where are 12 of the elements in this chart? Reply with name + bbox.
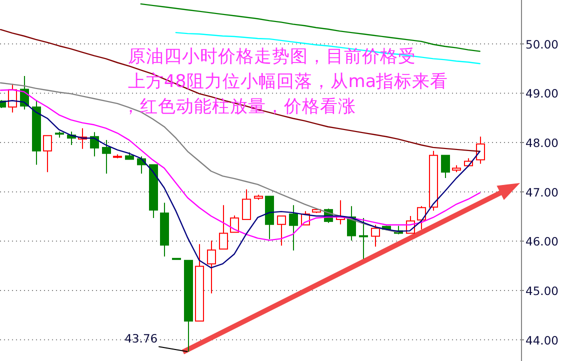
y-tick-label: 50.00 <box>526 37 558 52</box>
candlestick <box>207 240 216 294</box>
y-tick-label: 49.00 <box>526 86 558 101</box>
annotation: 43.76 <box>124 332 158 346</box>
y-tick-label: 47.00 <box>526 185 558 200</box>
y-tick-label: 48.00 <box>526 136 558 150</box>
y-tick-label: 46.00 <box>526 234 558 249</box>
candlestick <box>160 202 169 257</box>
y-tick-label: 45.00 <box>526 284 558 298</box>
candlestick <box>359 217 368 260</box>
line-series <box>0 89 480 241</box>
y-tick-label: 44.00 <box>526 333 558 348</box>
